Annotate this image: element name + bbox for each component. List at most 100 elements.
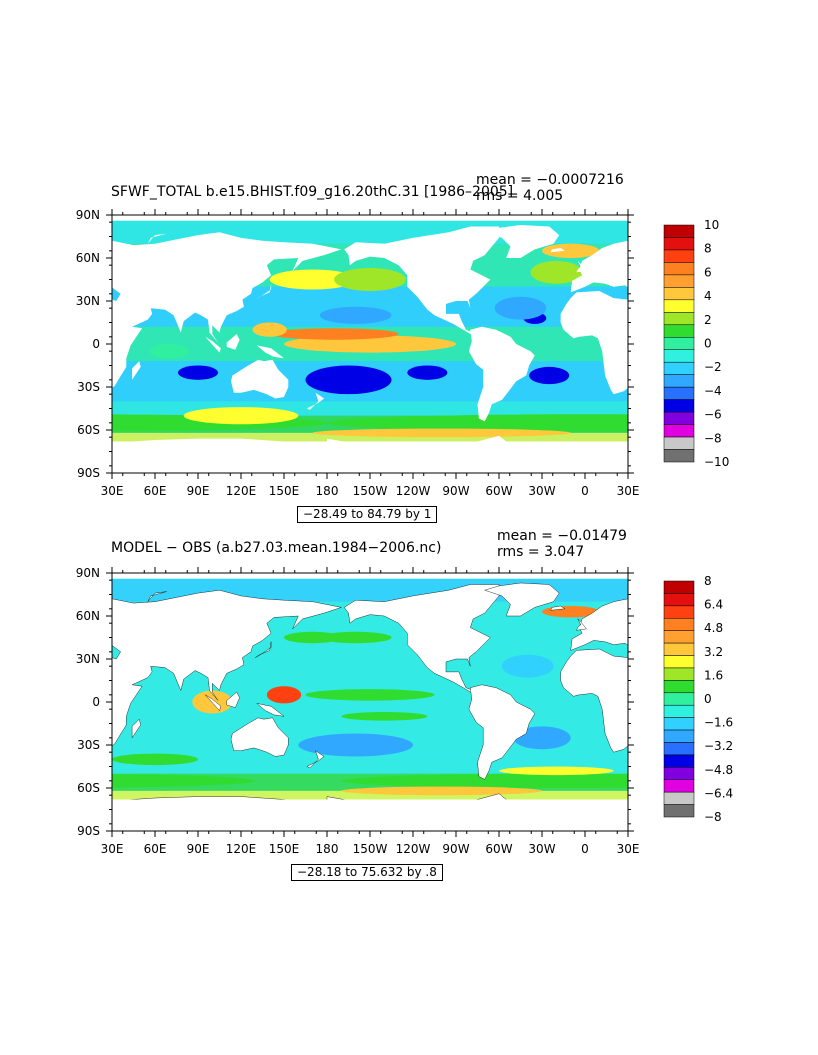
no-data-region: [112, 799, 628, 831]
x-tick-label: 30E: [101, 484, 124, 498]
contour-patch: [341, 712, 428, 721]
colorbar-label: −8: [704, 810, 722, 824]
colorbar-swatch: [663, 680, 695, 694]
contour-patch: [112, 753, 198, 766]
colorbar-label: 2: [704, 313, 712, 327]
rms-stat: rms = 4.005: [476, 188, 564, 204]
x-tick-label: 90W: [442, 842, 469, 856]
contour-range-label: −28.49 to 84.79 by 1: [297, 506, 438, 523]
contour-patch: [0, 297, 30, 320]
x-tick-label: 60W: [485, 484, 512, 498]
colorbar-label: 3.2: [704, 645, 723, 659]
x-tick-label: 150E: [269, 484, 300, 498]
land-mask: [550, 605, 566, 611]
chart-title: MODEL − OBS (a.b27.03.mean.1984−2006.nc): [111, 540, 442, 556]
colorbar-swatch: [663, 791, 695, 805]
contour-patch: [112, 774, 256, 788]
land-mask: [147, 591, 167, 602]
y-tick-label: 0: [92, 337, 100, 351]
colorbar-swatch: [663, 618, 695, 631]
colorbar-swatch: [663, 692, 695, 706]
colorbar-swatch: [663, 667, 695, 681]
contour-patch: [800, 632, 818, 643]
contour-range-label: −28.18 to 75.632 by .8: [291, 864, 443, 881]
colorbar-swatch: [663, 411, 695, 425]
land-mask: [576, 260, 587, 273]
colorbar-swatch: [663, 449, 695, 463]
contour-patch: [7, 312, 30, 323]
colorbar-label: 4.8: [704, 621, 723, 635]
colorbar-label: 4: [704, 289, 712, 303]
colorbar-swatch: [663, 767, 695, 780]
contour-patch: [341, 786, 542, 796]
colorbar-swatch: [663, 299, 695, 313]
colorbar-swatch: [663, 605, 695, 619]
contour-patch: [498, 766, 614, 776]
x-tick-label: 30W: [528, 842, 555, 856]
land-mask: [205, 336, 221, 353]
y-tick-label: 90N: [76, 566, 100, 580]
chart-title: SFWF_TOTAL b.e15.BHIST.f09_g16.20thC.31 …: [111, 184, 514, 200]
colorbar-label: 8: [704, 242, 712, 256]
colorbar-label: −10: [704, 455, 729, 469]
no-data-region: [112, 441, 628, 473]
colorbar-swatch: [663, 287, 695, 301]
y-tick-label: 60S: [77, 423, 100, 437]
no-data-region: [112, 573, 628, 579]
x-tick-label: 180: [316, 484, 339, 498]
x-tick-label: 30E: [617, 842, 640, 856]
y-tick-label: 30N: [76, 652, 100, 666]
land-mask: [255, 641, 272, 658]
contour-patch: [0, 787, 26, 796]
colorbar-swatch: [663, 249, 695, 263]
contour-patch: [530, 260, 583, 284]
contour-band: [112, 790, 628, 803]
colorbar-label: −1.6: [704, 716, 733, 730]
colorbar-label: 6: [704, 265, 712, 279]
land-mask: [147, 233, 167, 244]
colorbar-swatch: [663, 324, 695, 338]
x-tick-label: 120E: [226, 484, 257, 498]
contour-patch: [513, 726, 571, 750]
colorbar-swatch: [663, 237, 695, 251]
contour-patch: [149, 344, 190, 359]
contour-patch: [305, 365, 392, 395]
map-svg-1: 30E 60E 90E 120E 150E 180 150W 120W 90W 60W 30W 0 30…: [0, 208, 818, 498]
contour-patch: [786, 269, 818, 289]
contour-band: [112, 432, 628, 445]
land-mask: [230, 717, 289, 757]
colorbar-swatch: [663, 804, 695, 818]
mean-stat: mean = −0.01479: [497, 528, 627, 544]
x-tick-label: 30W: [528, 484, 555, 498]
contour-patch: [252, 322, 287, 337]
land-mask: [468, 684, 536, 780]
colorbar-label: −3.2: [704, 739, 733, 753]
land-mask: [226, 334, 240, 350]
contour-patch: [542, 243, 600, 258]
x-tick-label: 150W: [353, 842, 388, 856]
y-tick-label: 90N: [76, 208, 100, 222]
colorbar-swatch: [663, 224, 695, 238]
ocean-field: [0, 573, 818, 831]
colorbar-swatch: [663, 312, 695, 326]
colorbar-swatch: [663, 742, 695, 756]
land-mask: [550, 248, 565, 253]
contour-patch: [768, 323, 802, 337]
land-mask: [131, 718, 141, 739]
ocean-field: [0, 215, 818, 473]
colorbar-swatch: [663, 399, 695, 413]
colorbar-label: 1.6: [704, 668, 723, 682]
land-mask: [468, 326, 535, 422]
contour-patch: [26, 606, 83, 617]
colorbar-swatch: [663, 274, 695, 288]
y-tick-label: 90S: [77, 824, 100, 838]
colorbar-swatch: [663, 704, 695, 718]
contour-patch: [284, 335, 456, 353]
y-tick-label: 0: [92, 695, 100, 709]
contour-patch: [0, 767, 98, 776]
contour-band: [112, 759, 628, 774]
contour-patch: [341, 773, 628, 788]
x-tick-label: 60E: [144, 484, 167, 498]
colorbar-label: 0: [704, 337, 712, 351]
y-tick-label: 30S: [77, 738, 100, 752]
